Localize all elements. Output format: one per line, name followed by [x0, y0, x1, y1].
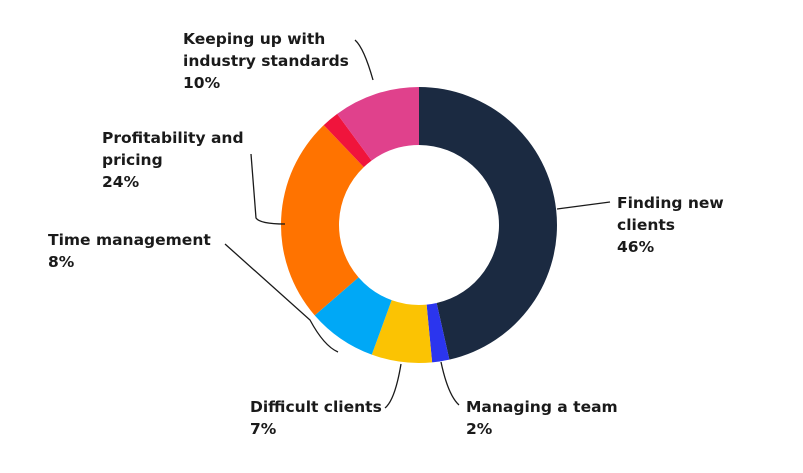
slice-name-label: clients [617, 216, 675, 234]
slice-name-label: pricing [102, 151, 163, 169]
slice-name-label: Keeping up with [183, 30, 325, 48]
slice-keeping-up-with-industry-standards [337, 87, 419, 161]
slice-red-segment [323, 113, 372, 168]
slice-value-label: 46% [617, 238, 655, 256]
slice-profitability-and-pricing [281, 125, 364, 316]
leader-line [224, 243, 339, 353]
slice-value-label: 10% [183, 74, 221, 92]
slice-label: Time management 8% [48, 231, 211, 271]
slice-label: Profitability and pricing 24% [102, 129, 244, 191]
leader-line [440, 361, 460, 406]
slice-time-management [314, 277, 392, 355]
slice-name-label: Finding new [617, 194, 724, 212]
leader-line [354, 39, 374, 81]
leader-line [384, 363, 402, 409]
slice-label: Difficult clients 7% [250, 398, 382, 438]
slice-name-label: industry standards [183, 52, 349, 70]
labels-group: Finding new clients 46% Managing a team 2% Di… [48, 30, 724, 438]
slice-name-label: Difficult clients [250, 398, 382, 416]
slice-value-label: 8% [48, 253, 75, 271]
slice-difficult-clients [371, 300, 433, 363]
slice-label: Finding new clients 46% [617, 194, 724, 256]
slice-label: Managing a team 2% [466, 398, 618, 438]
slice-name-label: Managing a team [466, 398, 618, 416]
leaders-group [224, 39, 611, 409]
slice-value-label: 2% [466, 420, 493, 438]
slice-label: Keeping up with industry standards 10% [183, 30, 349, 92]
slice-finding-new-clients [419, 87, 557, 360]
slices-group [281, 87, 557, 363]
leader-line [556, 201, 611, 210]
slice-value-label: 24% [102, 173, 140, 191]
slice-managing-a-team [426, 303, 450, 363]
slice-name-label: Time management [48, 231, 211, 249]
slice-name-label: Profitability and [102, 129, 244, 147]
leader-line [250, 153, 286, 225]
slice-value-label: 7% [250, 420, 277, 438]
